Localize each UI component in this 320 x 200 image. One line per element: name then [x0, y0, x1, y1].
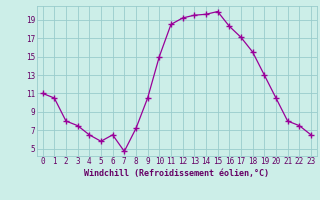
- X-axis label: Windchill (Refroidissement éolien,°C): Windchill (Refroidissement éolien,°C): [84, 169, 269, 178]
